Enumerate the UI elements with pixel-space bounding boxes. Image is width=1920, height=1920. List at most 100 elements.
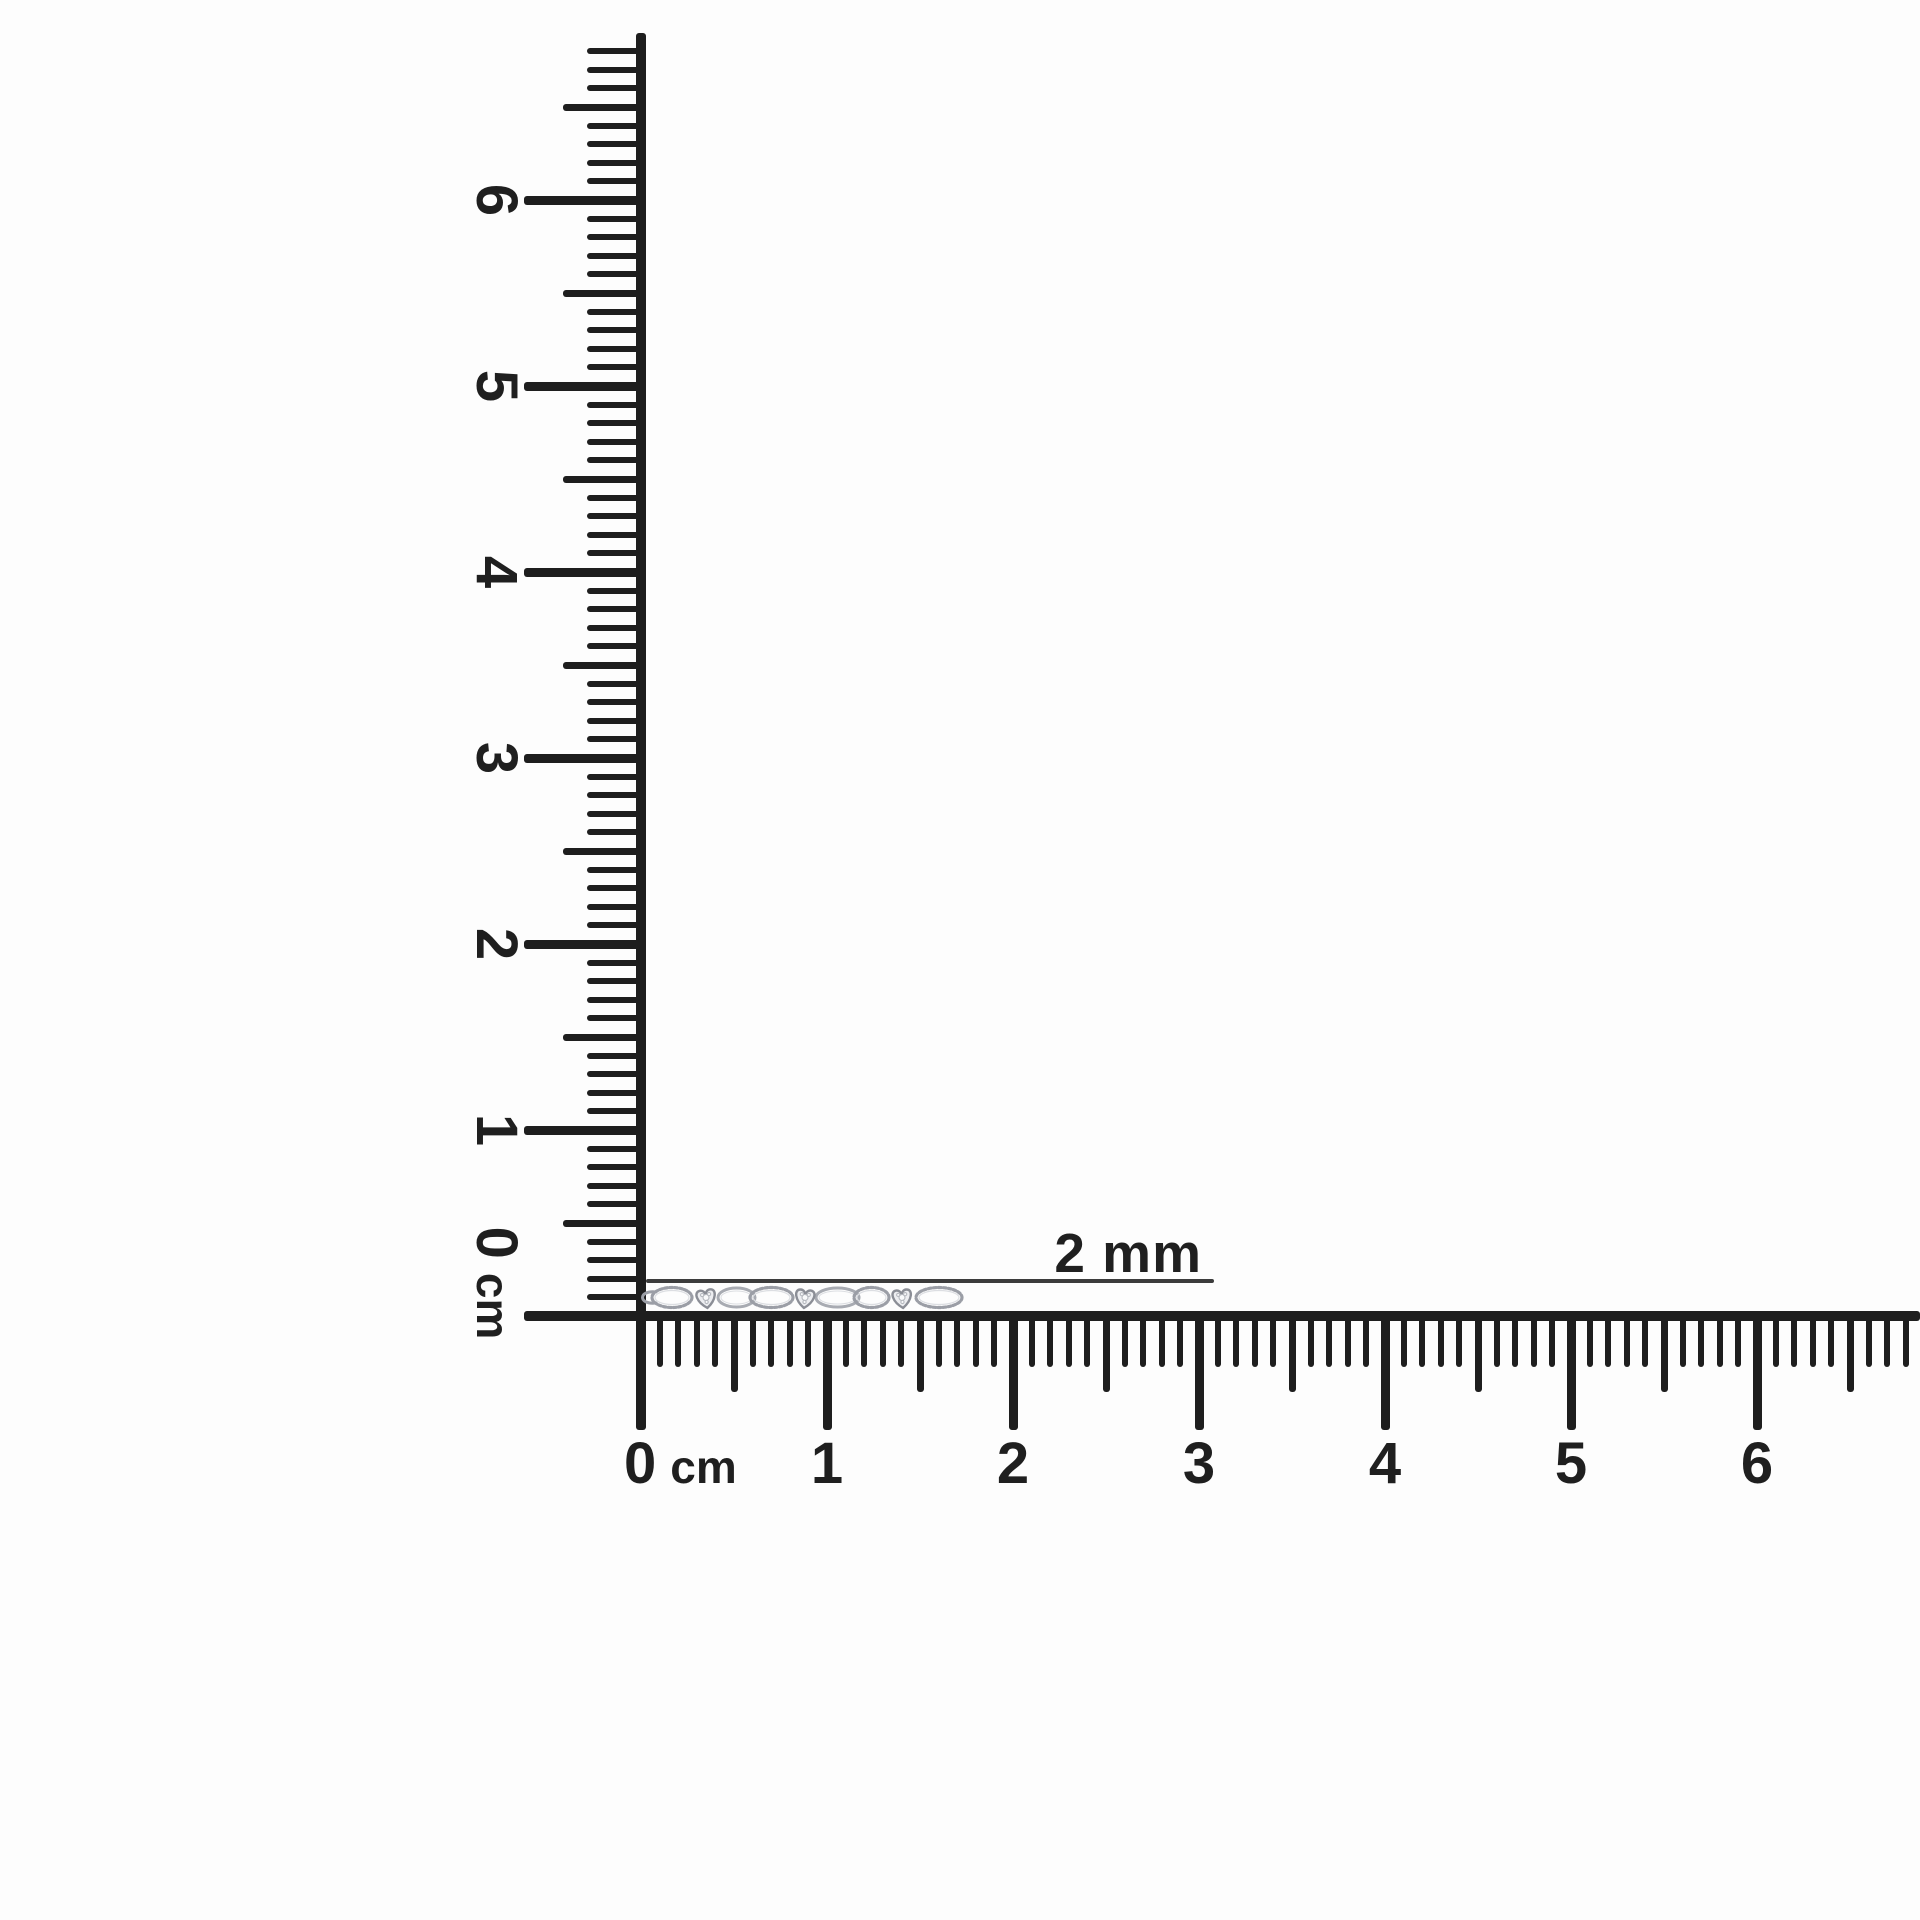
vertical-ruler-tick: [587, 178, 640, 185]
vertical-ruler-tick: [524, 195, 640, 205]
vertical-ruler-tick: [587, 1164, 640, 1171]
vertical-ruler-tick: [587, 1238, 640, 1245]
ruler-number: 6: [464, 183, 529, 217]
rope-link: [650, 1285, 694, 1310]
horizontal-ruler-label: 0 cm: [624, 1435, 737, 1493]
ruler-number: 2: [464, 927, 529, 961]
vertical-ruler-tick: [587, 810, 640, 817]
measurement-label: 2 mm: [1054, 1222, 1202, 1284]
horizontal-ruler-tick: [822, 1312, 832, 1430]
horizontal-ruler-tick: [1251, 1312, 1258, 1367]
horizontal-ruler-tick: [1493, 1312, 1500, 1367]
diamond: [799, 1292, 804, 1297]
horizontal-ruler-tick: [1065, 1312, 1072, 1367]
vertical-ruler-label: 2: [464, 928, 529, 960]
rope-link: [748, 1285, 795, 1310]
vertical-ruler-tick: [587, 271, 640, 278]
ruler-number: 0: [464, 1226, 529, 1259]
vertical-ruler-tick: [563, 661, 640, 669]
vertical-ruler-tick: [587, 829, 640, 836]
horizontal-ruler-tick: [1121, 1312, 1128, 1367]
horizontal-ruler-tick: [730, 1312, 738, 1392]
horizontal-ruler-tick: [1288, 1312, 1296, 1392]
vertical-ruler-tick: [587, 494, 640, 501]
vertical-ruler-tick: [524, 939, 640, 949]
vertical-ruler-tick: [587, 606, 640, 613]
vertical-ruler-label: 6: [464, 184, 529, 216]
rope-link-highlight: [654, 1289, 690, 1306]
vertical-ruler-tick: [587, 48, 640, 55]
diamond: [802, 1299, 807, 1305]
ruler-number: 5: [464, 369, 529, 403]
horizontal-ruler-tick: [656, 1312, 663, 1367]
loop-link: [814, 1286, 861, 1309]
horizontal-ruler-tick: [1102, 1312, 1110, 1392]
vertical-ruler-tick: [587, 643, 640, 650]
heart-link: [795, 1288, 816, 1310]
diamond: [699, 1292, 705, 1298]
horizontal-ruler-spine: [524, 1311, 1920, 1321]
horizontal-ruler-tick: [1530, 1312, 1537, 1367]
vertical-ruler-tick: [587, 978, 640, 985]
horizontal-ruler-tick: [1605, 1312, 1612, 1367]
horizontal-ruler-label: 2: [997, 1435, 1029, 1493]
vertical-ruler-tick: [587, 959, 640, 966]
horizontal-ruler-tick: [935, 1312, 942, 1367]
vertical-ruler-tick: [587, 1052, 640, 1059]
horizontal-ruler-tick: [954, 1312, 961, 1367]
vertical-ruler-tick: [587, 457, 640, 464]
horizontal-ruler-tick: [1642, 1312, 1649, 1367]
horizontal-ruler-tick: [1233, 1312, 1240, 1367]
vertical-ruler-tick: [587, 1201, 640, 1208]
vertical-ruler-tick: [587, 438, 640, 445]
ruler-number: 3: [1182, 1431, 1216, 1496]
vertical-ruler-tick: [587, 996, 640, 1003]
vertical-ruler-tick: [587, 234, 640, 241]
vertical-ruler-tick: [587, 345, 640, 352]
vertical-ruler-tick: [587, 252, 640, 259]
horizontal-ruler-tick: [1344, 1312, 1351, 1367]
vertical-ruler-tick: [587, 85, 640, 92]
vertical-ruler-tick: [587, 680, 640, 687]
rope-link: [914, 1285, 964, 1310]
vertical-ruler-tick: [587, 1294, 640, 1301]
horizontal-ruler-tick: [1549, 1312, 1556, 1367]
vertical-ruler-tick: [524, 567, 640, 577]
ruler-unit-label: cm: [670, 1441, 737, 1493]
horizontal-ruler-tick: [1437, 1312, 1444, 1367]
horizontal-ruler-tick: [1884, 1312, 1891, 1367]
ruler-number: 6: [1740, 1431, 1774, 1496]
horizontal-ruler-tick: [1752, 1312, 1762, 1430]
vertical-ruler-tick: [587, 1182, 640, 1189]
horizontal-ruler-tick: [1307, 1312, 1314, 1367]
horizontal-ruler-tick: [1194, 1312, 1204, 1430]
vertical-ruler-tick: [587, 1257, 640, 1264]
vertical-ruler-tick: [587, 1015, 640, 1022]
horizontal-ruler-tick: [879, 1312, 886, 1367]
vertical-ruler-tick: [587, 1145, 640, 1152]
horizontal-ruler-tick: [1735, 1312, 1742, 1367]
vertical-ruler-tick: [587, 1108, 640, 1115]
vertical-ruler-tick: [563, 475, 640, 483]
vertical-ruler-tick: [587, 513, 640, 520]
horizontal-ruler-tick: [1512, 1312, 1519, 1367]
horizontal-ruler-tick: [842, 1312, 849, 1367]
ruler-number: 1: [810, 1431, 844, 1496]
diamond: [806, 1292, 811, 1298]
horizontal-ruler-tick: [1270, 1312, 1277, 1367]
vertical-ruler-tick: [587, 550, 640, 557]
loop-link: [716, 1286, 757, 1309]
horizontal-ruler-tick: [786, 1312, 793, 1367]
horizontal-ruler-tick: [675, 1312, 682, 1367]
vertical-ruler-tick: [563, 1033, 640, 1041]
horizontal-ruler-tick: [1698, 1312, 1705, 1367]
vertical-ruler-tick: [587, 699, 640, 706]
horizontal-ruler-tick: [861, 1312, 868, 1367]
horizontal-ruler-tick: [972, 1312, 979, 1367]
vertical-ruler-tick: [587, 717, 640, 724]
vertical-ruler-label: 1: [464, 1114, 529, 1146]
vertical-ruler-tick: [524, 753, 640, 763]
diamond: [896, 1292, 901, 1298]
vertical-ruler-tick: [587, 308, 640, 315]
